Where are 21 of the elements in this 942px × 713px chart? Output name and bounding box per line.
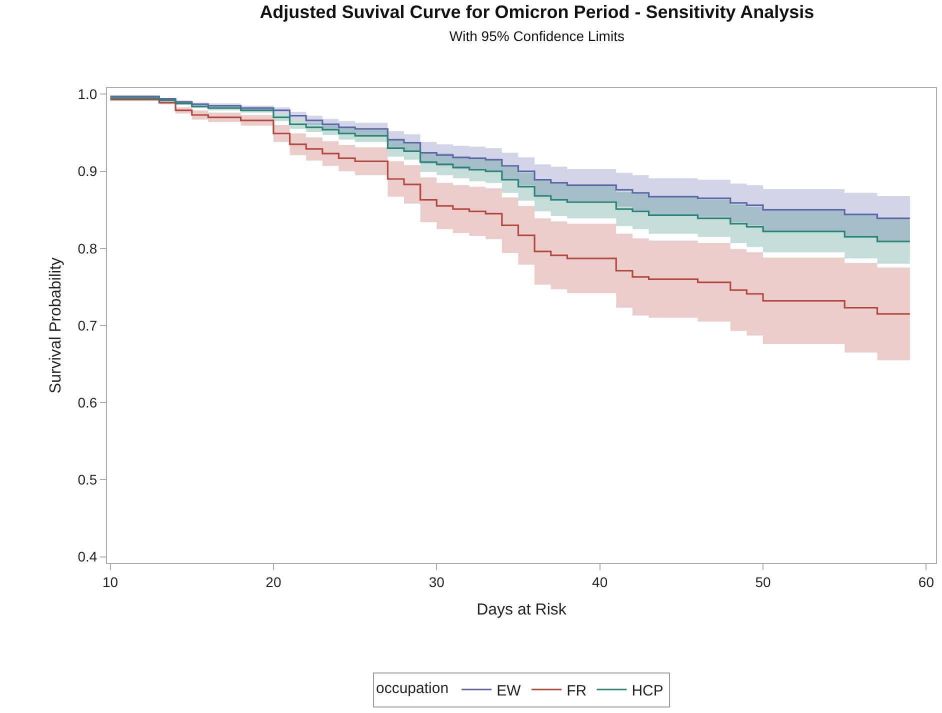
y-tick-label: 0.7 [78, 317, 98, 334]
legend-label: EW [496, 682, 522, 700]
x-tick-label: 10 [102, 574, 118, 590]
x-axis-title: Days at Risk [476, 602, 568, 618]
x-tick-label: 50 [755, 574, 772, 590]
chart-title: Adjusted Suvival Curve for Omicron Period - Sensitivity Analysis [260, 2, 814, 22]
legend-title: occupation [376, 680, 449, 697]
x-tick-label: 30 [428, 574, 445, 590]
y-tick-label: 0.6 [78, 394, 98, 411]
legend-label: HCP [632, 682, 664, 700]
y-axis-title: Survival Probability [48, 257, 65, 394]
y-tick-label: 1.0 [78, 86, 98, 102]
x-tick-label: 60 [918, 574, 934, 590]
y-tick-label: 0.9 [78, 163, 98, 180]
legend-label: FR [566, 682, 587, 700]
y-tick-label: 0.4 [78, 548, 98, 565]
y-tick-label: 0.5 [78, 472, 98, 488]
x-tick-label: 40 [592, 574, 608, 590]
chart-subtitle: With 95% Confidence Limits [449, 28, 624, 44]
y-tick-label: 0.8 [78, 240, 98, 256]
x-tick-label: 20 [266, 574, 282, 590]
